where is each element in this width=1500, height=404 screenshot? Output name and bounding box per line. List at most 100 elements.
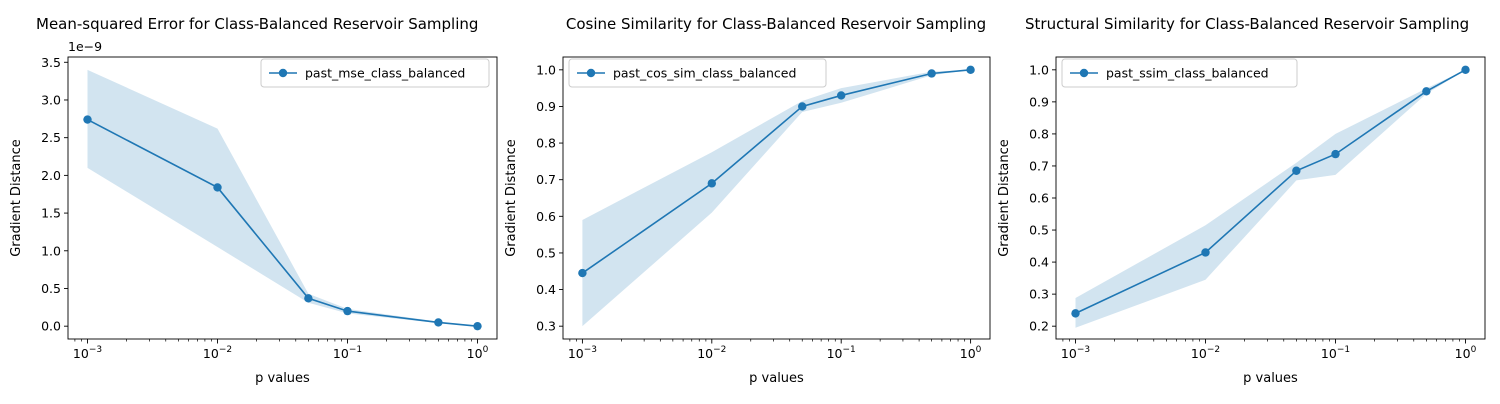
y-tick-label: 0.7 [536, 172, 556, 187]
y-axis-label: Gradient Distance [9, 139, 24, 257]
x-tick-base: 10 [960, 346, 976, 361]
y-tick-label: 2.0 [41, 168, 61, 183]
series-line [1075, 69, 1466, 315]
plot-data [578, 65, 975, 327]
x-tick-exponent: −3 [1077, 345, 1090, 355]
x-tick-label: 100 [467, 345, 489, 361]
y-tick-label: 0.4 [536, 282, 556, 297]
legend-marker-swatch [1079, 68, 1089, 78]
x-tick-label: 10−3 [73, 345, 102, 361]
y-tick-label: 0.5 [41, 281, 61, 296]
x-tick-base: 10 [467, 346, 483, 361]
legend: past_mse_class_balanced [260, 58, 490, 88]
y-tick-label: 0.6 [1029, 191, 1049, 206]
y-tick-label: 0.3 [536, 319, 556, 334]
y-offset-label: 1e−9 [68, 39, 102, 54]
x-tick-exponent: 0 [1471, 345, 1477, 355]
x-tick-label: 10−1 [827, 345, 856, 361]
data-point [927, 69, 936, 78]
plot-data [83, 69, 482, 331]
data-point [1071, 309, 1080, 318]
y-tick-label: 0.6 [536, 209, 556, 224]
legend-label: past_mse_class_balanced [305, 66, 465, 81]
x-axis-label: p values [255, 371, 310, 386]
data-point [1201, 248, 1210, 257]
confidence-band [87, 69, 478, 327]
legend-box [568, 58, 827, 88]
x-tick-base: 10 [568, 346, 584, 361]
data-point [578, 268, 587, 278]
y-tick-label: 2.5 [41, 130, 61, 145]
x-tick-base: 10 [1061, 346, 1077, 361]
x-tick-exponent: 0 [483, 345, 489, 355]
axes-frame [562, 56, 991, 340]
y-tick-label: 3.5 [41, 55, 61, 70]
x-tick-label: 10−2 [203, 345, 232, 361]
x-tick-label: 10−1 [333, 345, 362, 361]
x-tick-label: 10−2 [1191, 345, 1220, 361]
x-tick-label: 100 [1455, 345, 1477, 361]
legend-label: past_cos_sim_class_balanced [613, 66, 796, 81]
legend-marker-swatch [278, 68, 288, 78]
y-axis-label: Gradient Distance [504, 139, 519, 257]
x-axis-label: p values [749, 371, 804, 386]
data-point [343, 306, 352, 316]
chart-panel-1: 0.00.51.01.52.02.53.03.510−3 10−2 10−1 1001… [9, 15, 498, 386]
y-axis-label: Gradient Distance [997, 139, 1012, 257]
series-line [87, 118, 478, 327]
y-tick-label: 0.8 [536, 136, 556, 151]
y-tick-label: 1.0 [1029, 62, 1049, 77]
data-point [1422, 87, 1431, 96]
data-point [1331, 149, 1340, 159]
x-tick-exponent: −2 [1207, 345, 1220, 355]
x-tick-base: 10 [333, 346, 349, 361]
x-tick-label: 100 [960, 345, 982, 361]
x-tick-base: 10 [827, 346, 843, 361]
y-tick-label: 0.9 [1029, 94, 1049, 109]
data-point [434, 318, 443, 327]
legend-marker-swatch [586, 68, 596, 78]
x-tick-label: 10−2 [697, 345, 726, 361]
x-tick-exponent: −1 [843, 345, 856, 355]
x-axis-label: p values [1243, 371, 1298, 386]
y-tick-label: 1.0 [41, 243, 61, 258]
y-tick-label: 1.0 [536, 62, 556, 77]
legend-box [260, 58, 490, 88]
confidence-band [1075, 69, 1466, 328]
data-point [304, 294, 313, 303]
y-tick-label: 3.0 [41, 92, 61, 107]
y-tick-label: 0.2 [1029, 319, 1049, 334]
axes-frame [67, 56, 498, 340]
data-point [836, 91, 846, 100]
y-tick-label: 0.5 [536, 245, 556, 260]
y-tick-label: 0.9 [536, 99, 556, 114]
x-tick-exponent: −1 [349, 345, 362, 355]
y-tick-label: 0.0 [41, 319, 61, 334]
data-point [707, 179, 717, 188]
data-point [966, 65, 975, 75]
data-point [473, 321, 482, 331]
x-tick-exponent: −2 [219, 345, 232, 355]
y-tick-label: 0.7 [1029, 158, 1049, 173]
y-tick-label: 0.4 [1029, 255, 1049, 270]
x-tick-exponent: −2 [713, 345, 726, 355]
data-point [83, 115, 92, 124]
y-tick-label: 0.8 [1029, 126, 1049, 141]
chart-panel-3: 0.20.30.40.50.60.70.80.91.010−3 10−2 10−1 1… [997, 15, 1486, 386]
x-tick-label: 10−1 [1321, 345, 1350, 361]
x-tick-base: 10 [697, 346, 713, 361]
legend-label: past_ssim_class_balanced [1106, 66, 1269, 81]
x-tick-base: 10 [203, 346, 219, 361]
legend: past_ssim_class_balanced [1061, 58, 1298, 88]
data-point [1292, 166, 1301, 175]
series-line [581, 69, 971, 274]
data-point [213, 183, 222, 192]
data-point [798, 102, 807, 111]
x-tick-base: 10 [1455, 346, 1471, 361]
chart-panel-2: 0.30.40.50.60.70.80.91.010−3 10−2 10−1 100C… [504, 15, 991, 386]
x-tick-exponent: 0 [976, 345, 982, 355]
legend: past_cos_sim_class_balanced [568, 58, 827, 88]
chart-title: Mean-squared Error for Class-Balanced Re… [36, 15, 478, 33]
